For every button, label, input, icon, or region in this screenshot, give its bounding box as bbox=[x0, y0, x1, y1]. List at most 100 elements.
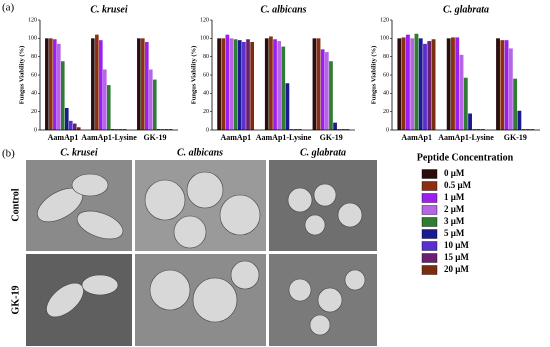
legend-title: Peptide Concentration bbox=[417, 152, 514, 163]
bar bbox=[57, 43, 61, 131]
y-tick-label: 120 bbox=[200, 17, 209, 23]
legend-label: 10 μM bbox=[444, 240, 469, 250]
y-tick-label: 20 bbox=[383, 109, 389, 115]
bar bbox=[459, 54, 464, 131]
y-axis-label: Fungus Viability (%) bbox=[370, 46, 377, 105]
row-label: GK-19 bbox=[10, 286, 21, 315]
bar bbox=[333, 122, 337, 130]
bar bbox=[285, 83, 290, 130]
bar bbox=[337, 129, 342, 130]
legend-swatch bbox=[421, 241, 438, 251]
y-tick-label: 0 bbox=[34, 127, 37, 133]
bar bbox=[164, 129, 169, 130]
bar bbox=[237, 40, 242, 130]
bar bbox=[225, 34, 230, 130]
bar bbox=[530, 129, 535, 130]
legend-label: 5 μM bbox=[444, 228, 465, 238]
x-tick-label: GK-19 bbox=[504, 133, 527, 142]
bar bbox=[45, 38, 49, 131]
y-tick-label: 120 bbox=[380, 17, 389, 23]
x-tick-label: AamAp1-Lysine bbox=[256, 133, 312, 142]
bar bbox=[95, 34, 99, 130]
bar bbox=[269, 36, 273, 130]
bar bbox=[273, 39, 277, 130]
bar bbox=[277, 41, 282, 131]
bar bbox=[99, 40, 103, 130]
legend-label: 15 μM bbox=[444, 252, 469, 262]
bar bbox=[145, 42, 149, 130]
bar bbox=[312, 38, 317, 131]
x-tick-label: AamAp1-Lysine bbox=[81, 133, 137, 142]
bar bbox=[431, 39, 436, 130]
bar bbox=[405, 34, 410, 130]
legend-label: 0.5 μM bbox=[444, 180, 472, 190]
bar bbox=[49, 38, 53, 131]
bar bbox=[149, 69, 153, 130]
bar bbox=[122, 129, 127, 130]
column-label: C. glabrata bbox=[300, 147, 346, 158]
y-tick-label: 120 bbox=[28, 17, 37, 23]
bar bbox=[446, 38, 451, 131]
legend-label: 0 μM bbox=[444, 168, 465, 178]
bar bbox=[217, 38, 221, 131]
y-tick-label: 40 bbox=[383, 91, 389, 97]
legend-label: 1 μM bbox=[444, 192, 465, 202]
y-axis-label: Fungus Viability (%) bbox=[190, 46, 197, 105]
y-tick-label: 80 bbox=[203, 54, 209, 60]
bar bbox=[229, 38, 234, 131]
bar bbox=[53, 39, 57, 130]
bar bbox=[68, 120, 73, 130]
bar bbox=[72, 123, 77, 130]
bar bbox=[320, 49, 325, 131]
bar bbox=[118, 129, 123, 130]
bar bbox=[156, 129, 161, 130]
bar bbox=[316, 38, 321, 131]
panel-label: (a) bbox=[2, 2, 15, 14]
bar bbox=[242, 42, 246, 130]
bar bbox=[110, 129, 115, 130]
y-tick-label: 0 bbox=[206, 127, 209, 133]
x-tick-label: AamAp1 bbox=[401, 133, 432, 142]
bar bbox=[293, 129, 298, 130]
bar bbox=[76, 127, 81, 130]
bar bbox=[168, 129, 173, 130]
chart-title: C. glabrata bbox=[443, 4, 489, 15]
legend-label: 2 μM bbox=[444, 204, 465, 214]
y-tick-label: 60 bbox=[203, 72, 209, 78]
column-label: C. krusei bbox=[60, 147, 97, 158]
bar bbox=[324, 52, 329, 131]
bar bbox=[160, 129, 165, 130]
y-tick-label: 80 bbox=[31, 54, 37, 60]
bar bbox=[61, 61, 65, 130]
bar bbox=[91, 38, 95, 131]
y-tick-label: 100 bbox=[200, 36, 209, 42]
legend-label: 3 μM bbox=[444, 216, 465, 226]
bar bbox=[345, 129, 350, 130]
y-tick-label: 40 bbox=[203, 91, 209, 97]
legend-label: 20 μM bbox=[444, 264, 469, 274]
legend-swatch bbox=[421, 229, 438, 239]
bar bbox=[476, 129, 481, 130]
legend-swatch bbox=[421, 253, 438, 263]
bar bbox=[496, 38, 500, 131]
bar bbox=[221, 38, 226, 131]
bar bbox=[289, 129, 294, 130]
bar bbox=[513, 78, 518, 130]
legend-swatch bbox=[421, 169, 438, 179]
bar bbox=[397, 38, 402, 131]
bar bbox=[401, 37, 406, 130]
bar bbox=[141, 38, 145, 131]
x-tick-label: AamAp1 bbox=[48, 133, 79, 142]
bar bbox=[250, 42, 255, 130]
bar bbox=[329, 61, 333, 130]
bar bbox=[418, 38, 423, 131]
sem-images bbox=[26, 160, 377, 346]
bar bbox=[517, 110, 522, 130]
bar bbox=[472, 129, 477, 130]
bar bbox=[427, 41, 432, 131]
y-tick-label: 80 bbox=[383, 54, 389, 60]
bar bbox=[423, 43, 427, 131]
bar bbox=[451, 37, 455, 130]
x-tick-label: GK-19 bbox=[320, 133, 343, 142]
